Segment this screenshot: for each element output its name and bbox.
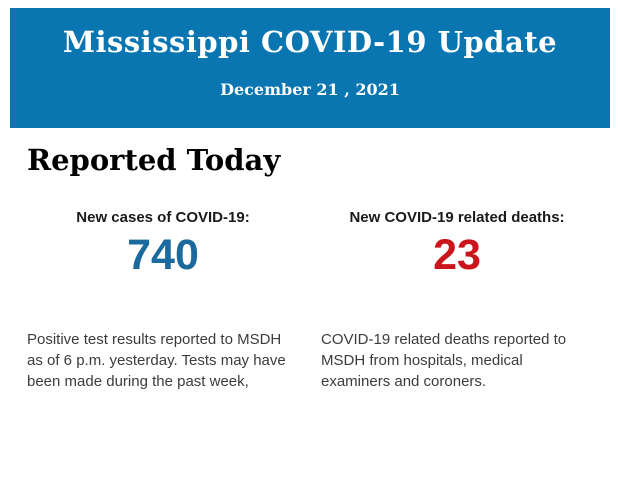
stat-new-cases: New cases of COVID-19: 740 Positive test… <box>27 209 299 392</box>
covid-update-page: Mississippi COVID-19 Update December 21 … <box>0 8 620 483</box>
new-deaths-label: New COVID-19 related deaths: <box>349 208 565 226</box>
page-title: Mississippi COVID-19 Update <box>62 25 558 59</box>
section-title: Reported Today <box>27 143 281 177</box>
new-deaths-value: 23 <box>433 230 481 279</box>
header-banner: Mississippi COVID-19 Update December 21 … <box>10 8 610 128</box>
new-cases-description: Positive test results reported to MSDH a… <box>27 330 286 390</box>
new-cases-value: 740 <box>127 230 199 279</box>
report-content: Reported Today New cases of COVID-19: 74… <box>0 143 620 392</box>
new-deaths-description: COVID-19 related deaths reported to MSDH… <box>321 330 567 390</box>
stats-row: New cases of COVID-19: 740 Positive test… <box>27 209 593 392</box>
report-date: December 21 , 2021 <box>220 79 400 99</box>
new-cases-label: New cases of COVID-19: <box>76 208 250 226</box>
stat-new-deaths: New COVID-19 related deaths: 23 COVID-19… <box>321 209 593 392</box>
